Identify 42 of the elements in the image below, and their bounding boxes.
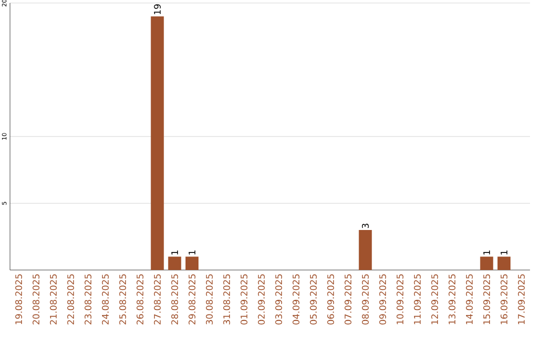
x-tick-label: 20.08.2025 [32, 274, 40, 324]
x-tick-label: 06.09.2025 [327, 274, 334, 324]
x-tick-label: 07.09.2025 [344, 274, 352, 324]
x-tick-label: 21.08.2025 [50, 274, 57, 324]
x-tick-label: 24.08.2025 [102, 274, 109, 324]
x-tick-label: 14.09.2025 [466, 274, 473, 324]
bar [150, 16, 164, 270]
x-tick-label: 16.09.2025 [500, 274, 508, 324]
x-tick-label: 30.08.2025 [206, 274, 213, 324]
data-label: 3 [362, 224, 369, 228]
x-tick-label: 09.09.2025 [379, 274, 386, 324]
data-label: 19 [154, 4, 161, 14]
bar [480, 256, 494, 270]
x-tick-label: 31.08.2025 [223, 274, 230, 324]
x-tick-label: 15.09.2025 [483, 274, 490, 324]
data-label: 1 [500, 250, 508, 254]
x-tick-label: 04.09.2025 [292, 274, 300, 324]
x-tick-label: 22.08.2025 [67, 274, 74, 324]
x-tick-label: 28.08.2025 [171, 274, 178, 324]
x-tick-label: 11.09.2025 [414, 274, 421, 324]
x-tick-label: 26.08.2025 [136, 274, 144, 324]
x-tick-label: 27.08.2025 [154, 274, 161, 324]
bar [498, 256, 510, 270]
x-tick-label: 08.09.2025 [362, 274, 369, 324]
data-label: 1 [483, 250, 490, 254]
x-tick-label: 17.09.2025 [518, 274, 525, 324]
data-label: 1 [188, 250, 196, 254]
x-tick-label: 12.09.2025 [431, 274, 438, 324]
x-tick-label: 05.09.2025 [310, 274, 317, 324]
x-tick-label: 19.08.2025 [15, 274, 22, 324]
bar [168, 256, 182, 270]
x-tick-label: 03.09.2025 [275, 274, 282, 324]
bar [358, 230, 372, 270]
x-tick-label: 23.08.2025 [84, 274, 92, 324]
x-tick-label: 25.08.2025 [119, 274, 126, 324]
x-tick-label: 13.09.2025 [448, 274, 456, 324]
x-tick-label: 02.09.2025 [258, 274, 265, 324]
bar [186, 256, 198, 270]
x-tick-label: 01.09.2025 [240, 274, 248, 324]
x-tick-label: 10.09.2025 [396, 274, 404, 324]
data-label: 1 [171, 250, 178, 254]
x-tick-label: 29.08.2025 [188, 274, 196, 324]
